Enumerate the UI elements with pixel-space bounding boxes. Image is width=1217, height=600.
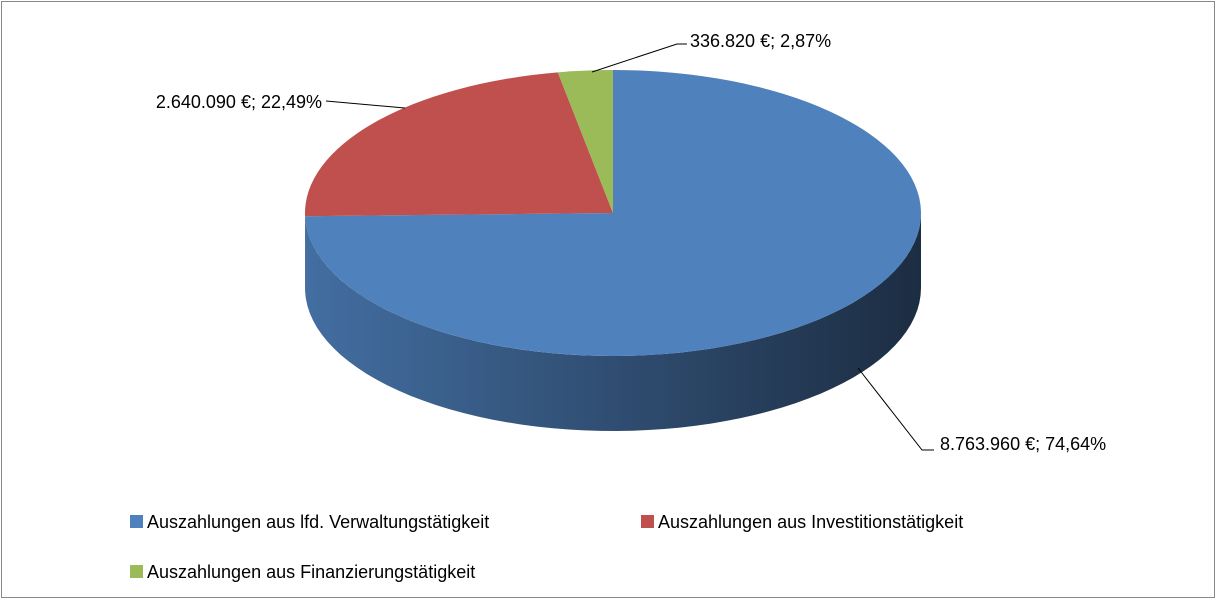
pie-slice [305, 72, 613, 217]
pie-side [305, 213, 921, 431]
legend-label: Auszahlungen aus Finanzierungstätigkeit [147, 562, 475, 582]
data-label: 8.763.960 €; 74,64% [940, 434, 1106, 454]
pie-slice [557, 70, 613, 213]
data-label: 336.820 €; 2,87% [690, 31, 831, 51]
legend-label: Auszahlungen aus lfd. Verwaltungstätigke… [147, 512, 489, 532]
pie-slice [305, 70, 921, 356]
leader-line [591, 43, 687, 73]
data-label: 2.640.090 €; 22,49% [156, 92, 322, 112]
leader-line [325, 100, 406, 109]
legend-swatch [641, 515, 654, 528]
leader-line [857, 367, 934, 451]
legend-swatch [130, 515, 143, 528]
legend-label: Auszahlungen aus Investitionstätigkeit [658, 512, 963, 532]
legend-swatch [130, 565, 143, 578]
